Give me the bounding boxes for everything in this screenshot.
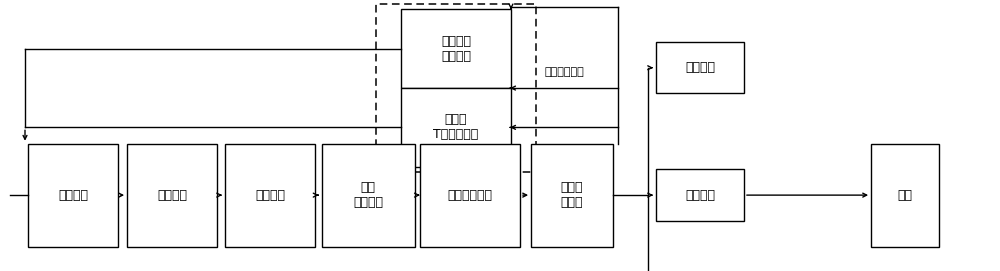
Bar [401, 88, 511, 167]
Text: 接触式
T型顶针扫描: 接触式 T型顶针扫描 [433, 113, 479, 141]
Bar [531, 144, 613, 247]
Text: 缠绕丝嘴: 缠绕丝嘴 [685, 189, 715, 202]
Text: 缠绕模型设计: 缠绕模型设计 [448, 189, 492, 202]
Bar [401, 9, 511, 88]
Bar [656, 169, 744, 221]
Text: 调整
缠绕参数: 调整 缠绕参数 [353, 181, 383, 209]
Text: 变形分析: 变形分析 [255, 189, 285, 202]
Bar [28, 144, 118, 247]
Bar [322, 144, 415, 247]
Bar [225, 144, 315, 247]
Text: 控制扫描运动: 控制扫描运动 [545, 67, 584, 77]
Text: 缠绕机床: 缠绕机床 [685, 61, 715, 74]
Bar [127, 144, 217, 247]
Bar [871, 144, 939, 247]
Text: 固化: 固化 [898, 189, 912, 202]
Text: 外形扫描: 外形扫描 [58, 189, 88, 202]
Text: 缠绕控
制系统: 缠绕控 制系统 [561, 181, 583, 209]
Text: 模型比对: 模型比对 [157, 189, 187, 202]
Bar [376, 4, 536, 172]
Text: 非接触式
激光扫描: 非接触式 激光扫描 [441, 35, 471, 63]
Bar [656, 42, 744, 93]
Bar [420, 144, 520, 247]
